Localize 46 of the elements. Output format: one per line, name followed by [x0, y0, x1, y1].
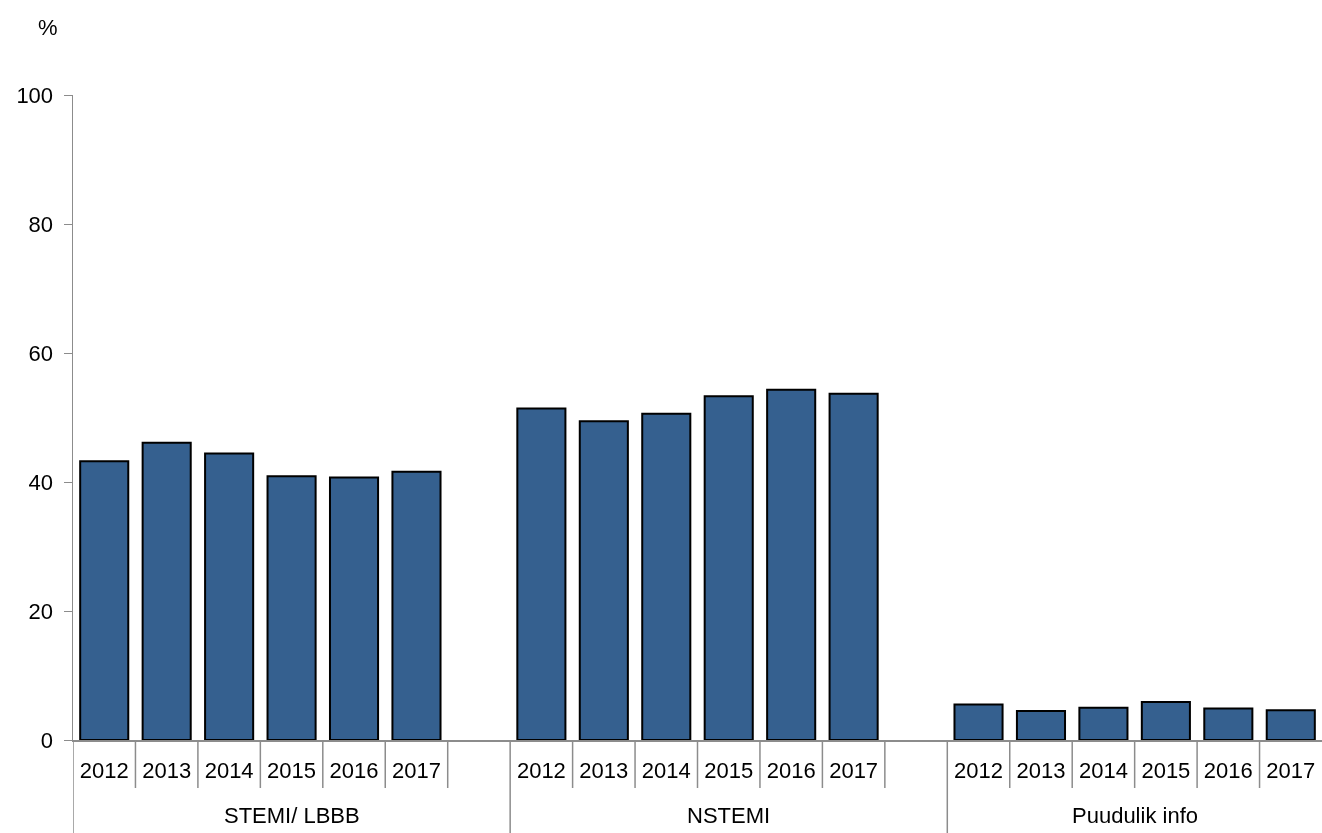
bar: [328, 476, 380, 740]
bar: [828, 392, 879, 740]
x-tick-label: 2017: [829, 757, 879, 783]
bar: [1015, 709, 1067, 740]
text: Puudulik info: [1072, 803, 1198, 828]
y-tick-label: 0: [40, 727, 54, 753]
bar: [204, 452, 255, 740]
bar: [516, 407, 567, 740]
text: NSTEMI: [687, 803, 771, 828]
y-tick-label: 60: [28, 340, 54, 366]
x-tick-label: 2014: [204, 757, 254, 783]
y-tick-label: 40: [28, 469, 54, 495]
bar: [1140, 700, 1191, 740]
bar: [703, 395, 754, 740]
bar: [1078, 706, 1129, 740]
x-tick-label: 2014: [1078, 757, 1128, 783]
y-tick-label: 80: [28, 211, 54, 237]
bar: [79, 460, 130, 740]
bar: [953, 703, 1004, 740]
x-tick-label: 2016: [766, 757, 816, 783]
bar: [766, 388, 817, 740]
bar: [266, 475, 317, 740]
bar: [1203, 707, 1254, 740]
x-tick-label: 2015: [267, 757, 317, 783]
bar: [141, 441, 192, 740]
x-tick-label: 2015: [1141, 757, 1191, 783]
bar: [1265, 709, 1316, 740]
x-tick-label: 2016: [329, 757, 379, 783]
x-tick-label: 2017: [392, 757, 441, 783]
y-tick-label: 100: [16, 82, 54, 108]
x-tick-label: 2013: [1016, 757, 1066, 783]
x-tick-label: 2015: [704, 757, 754, 783]
x-tick-label: 2012: [954, 757, 1004, 783]
y-axis-title: %: [38, 15, 58, 40]
bar: [641, 412, 692, 740]
x-tick-label: 2016: [1203, 757, 1253, 783]
y-tick-label: 20: [28, 598, 54, 624]
x-tick-label: 2012: [516, 757, 566, 783]
x-tick-label: 2013: [142, 757, 192, 783]
x-tick-label: 2014: [641, 757, 691, 783]
x-tick-label: 2012: [79, 757, 129, 783]
x-tick-label: 2013: [579, 757, 629, 783]
x-tick-label: 2017: [1266, 757, 1316, 783]
bar: [578, 420, 629, 740]
text: STEMI/ LBBB: [224, 803, 360, 828]
bar: [391, 470, 442, 740]
